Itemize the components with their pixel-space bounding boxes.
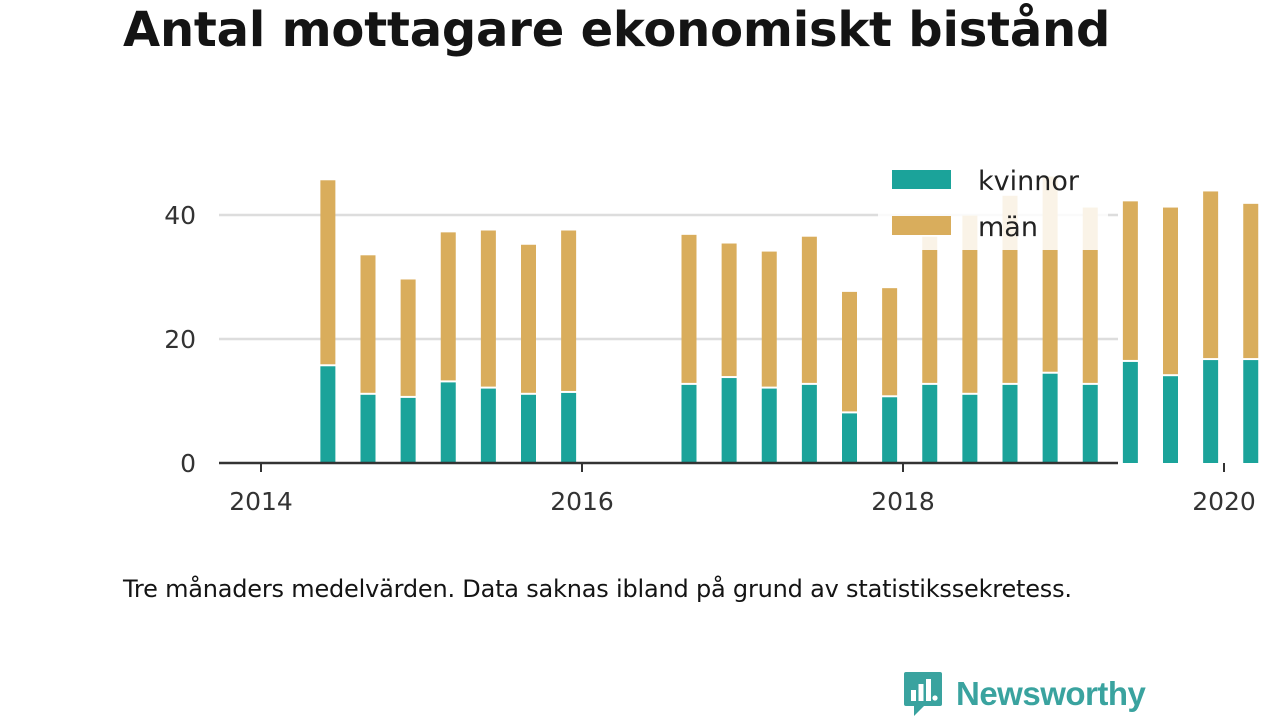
x-tick-label: 2018 (871, 487, 935, 516)
bar-kvinnor-2019-09 (1163, 376, 1178, 463)
legend: kvinnor män (878, 158, 1108, 250)
bar-kvinnor-2015-03 (440, 382, 456, 463)
bar-kvinnor-2017-03 (761, 388, 777, 463)
bar-man-2019-06 (1122, 201, 1138, 360)
bar-man-2019-09 (1163, 207, 1178, 375)
bar-kvinnor-2019-12 (1203, 360, 1219, 463)
legend-swatch (892, 170, 951, 189)
bar-kvinnor-2016-09 (681, 384, 697, 463)
x-tick-label: 2020 (1192, 487, 1256, 516)
bar-kvinnor-2018-03 (922, 384, 938, 463)
bar-kvinnor-2017-09 (842, 413, 857, 463)
legend-label: kvinnor (978, 166, 1080, 197)
brand-name: Newsworthy (956, 675, 1146, 712)
bar-man-2014-09 (360, 255, 376, 393)
chart-title: Antal mottagare ekonomiskt bistånd (123, 2, 1111, 58)
bar-kvinnor-2018-09 (1002, 384, 1018, 463)
bar-kvinnor-2014-09 (360, 394, 376, 463)
y-tick-label: 0 (180, 449, 196, 478)
y-tick-label: 40 (164, 201, 196, 230)
bar-man-2016-12 (721, 243, 737, 377)
bar-man-2019-12 (1203, 191, 1219, 359)
bar-kvinnor-2015-06 (480, 388, 496, 463)
x-tick-label: 2014 (229, 487, 293, 516)
axes: 02040201420162018202020222024 (164, 201, 1256, 516)
bars (320, 176, 1259, 463)
x-tick-label: 2016 (550, 487, 614, 516)
bar-man-2015-09 (521, 244, 536, 393)
bar-man-2017-09 (842, 291, 857, 412)
bar-kvinnor-2018-12 (1042, 373, 1058, 463)
bar-man-2020-03 (1243, 203, 1259, 359)
bar-kvinnor-2019-06 (1122, 361, 1138, 463)
bar-kvinnor-2017-12 (882, 397, 898, 463)
bar-man-2014-12 (400, 279, 416, 396)
bar-kvinnor-2019-03 (1082, 384, 1098, 463)
legend-swatch (892, 216, 951, 235)
bar-man-2017-12 (882, 288, 898, 396)
chart-bubble-icon (904, 672, 942, 716)
bar-man-2016-09 (681, 234, 697, 383)
bar-kvinnor-2014-12 (400, 397, 416, 463)
bar-man-2015-03 (440, 232, 456, 381)
bar-man-2014-06 (320, 180, 336, 365)
bar-kvinnor-2020-03 (1243, 360, 1259, 463)
bar-kvinnor-2018-06 (962, 394, 978, 463)
bar-man-2019-03 (1082, 207, 1098, 383)
bar-man-2017-06 (801, 236, 817, 383)
bar-man-2015-12 (561, 230, 577, 391)
y-tick-label: 20 (164, 325, 196, 354)
bar-man-2015-06 (480, 230, 496, 387)
bar-kvinnor-2016-12 (721, 378, 737, 463)
bar-kvinnor-2014-06 (320, 366, 336, 463)
bar-kvinnor-2017-06 (801, 384, 817, 463)
bar-man-2018-03 (922, 236, 938, 383)
chart-caption: Tre månaders medelvärden. Data saknas ib… (123, 575, 1072, 603)
bar-man-2017-03 (761, 251, 777, 387)
bar-kvinnor-2015-12 (561, 392, 577, 463)
bar-man-2018-06 (962, 215, 978, 393)
brand-logo[interactable]: Newsworthy (902, 670, 1146, 718)
bar-kvinnor-2015-09 (521, 394, 536, 463)
legend-label: män (978, 212, 1038, 243)
